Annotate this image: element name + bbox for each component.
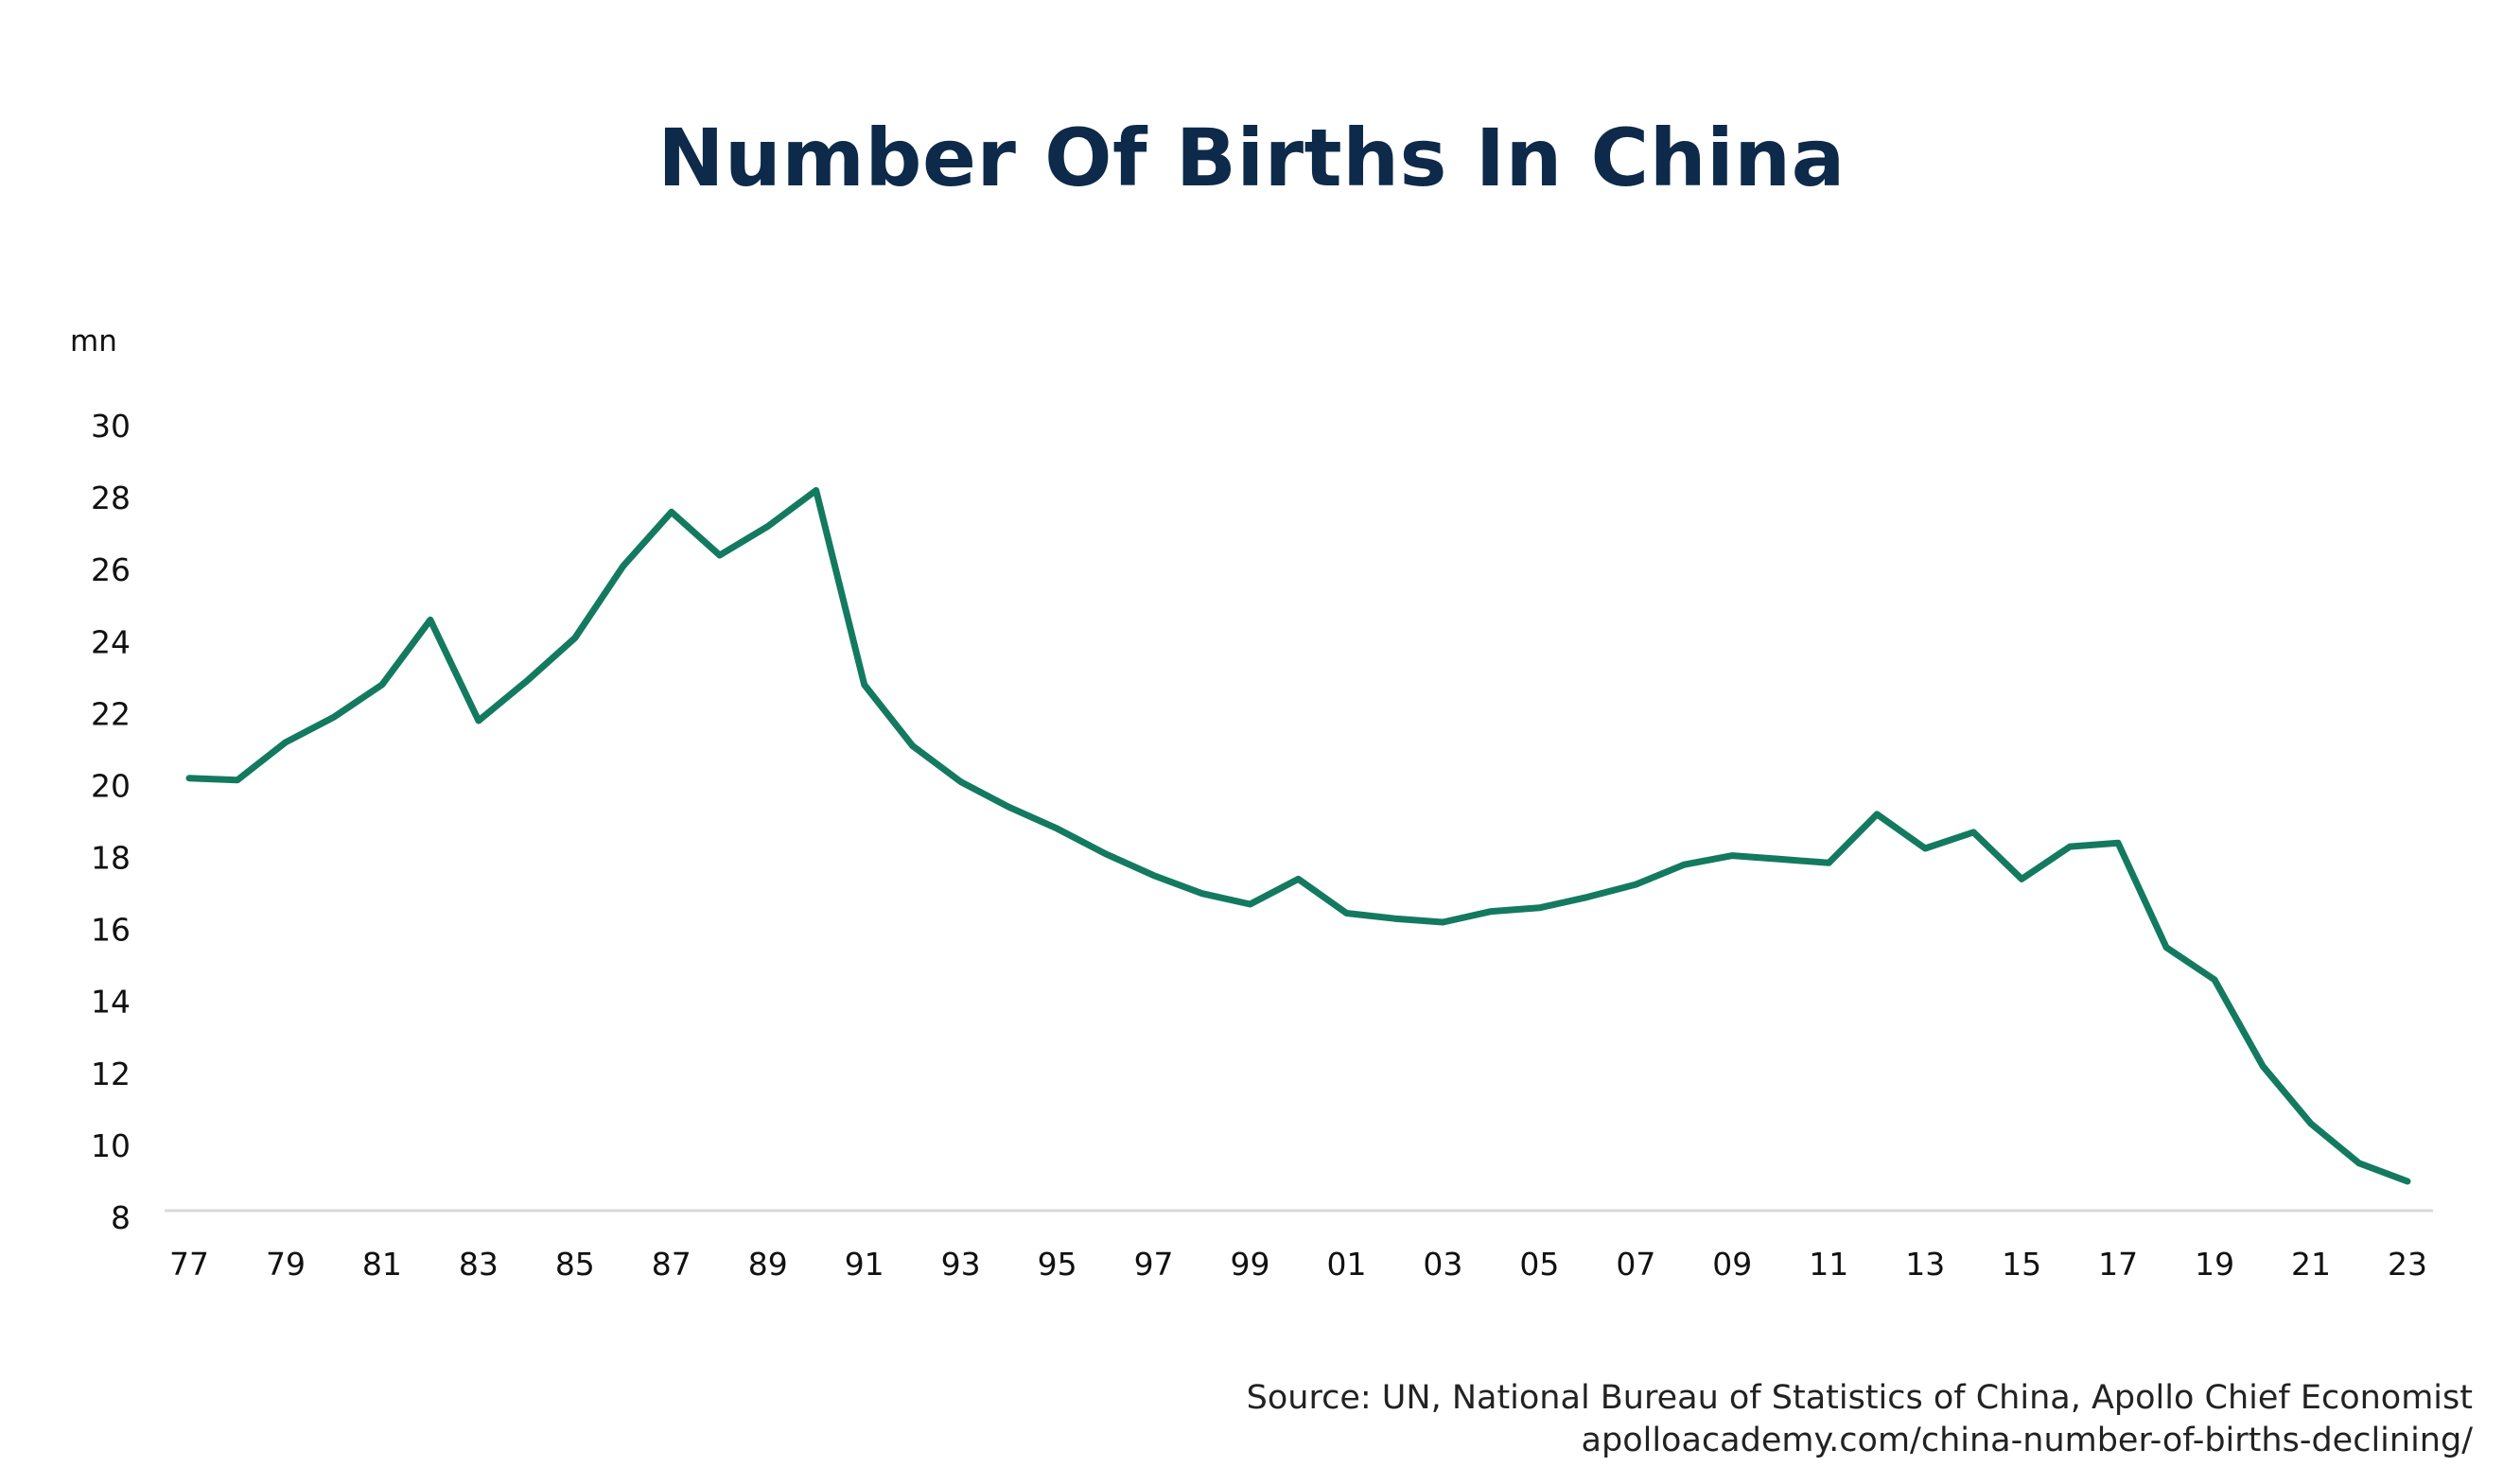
x-tick-label: 77 bbox=[169, 1246, 209, 1283]
x-tick-label: 81 bbox=[362, 1246, 402, 1283]
data-point bbox=[1343, 910, 1350, 917]
y-axis-tick-labels: 8 10 12 14 16 18 20 22 24 26 28 30 bbox=[91, 408, 131, 1236]
x-axis-tick-labels: 77 79 81 83 85 87 89 91 93 95 97 99 01 03 05 07 09 11 13 15… bbox=[169, 1246, 2427, 1283]
data-point bbox=[186, 775, 192, 781]
x-tick-label: 07 bbox=[1616, 1246, 1655, 1283]
data-point bbox=[2115, 840, 2122, 847]
data-point bbox=[2308, 1121, 2315, 1127]
y-tick-label: 22 bbox=[91, 695, 131, 732]
source-note: Source: UN, National Bureau of Statistic… bbox=[1246, 1379, 2473, 1417]
data-point bbox=[813, 487, 819, 494]
data-point bbox=[1633, 882, 1639, 888]
data-point bbox=[1247, 901, 1253, 908]
data-point bbox=[2356, 1160, 2363, 1166]
data-point bbox=[571, 635, 578, 641]
data-point bbox=[1681, 862, 1688, 868]
data-point bbox=[378, 681, 385, 688]
data-point bbox=[2212, 976, 2218, 983]
data-point bbox=[1488, 908, 1495, 915]
data-point bbox=[1102, 850, 1109, 857]
x-tick-label: 13 bbox=[1905, 1246, 1945, 1283]
x-tick-label: 19 bbox=[2195, 1246, 2234, 1283]
data-point bbox=[1199, 890, 1205, 897]
data-point bbox=[2163, 944, 2170, 951]
y-tick-label: 30 bbox=[91, 408, 131, 445]
data-point bbox=[330, 714, 337, 721]
data-point bbox=[234, 777, 240, 783]
x-tick-label: 91 bbox=[845, 1246, 884, 1283]
data-point bbox=[1826, 860, 1832, 866]
data-point bbox=[427, 617, 433, 623]
data-point bbox=[909, 742, 916, 749]
y-tick-label: 26 bbox=[91, 551, 131, 588]
data-point bbox=[1970, 829, 1977, 835]
data-point bbox=[668, 509, 674, 515]
data-point bbox=[1584, 894, 1591, 900]
data-point bbox=[1006, 804, 1012, 811]
data-point bbox=[523, 678, 530, 685]
x-tick-label: 79 bbox=[266, 1246, 306, 1283]
x-tick-label: 21 bbox=[2291, 1246, 2331, 1283]
x-tick-label: 99 bbox=[1231, 1246, 1270, 1283]
x-tick-label: 23 bbox=[2388, 1246, 2427, 1283]
y-tick-label: 20 bbox=[91, 767, 131, 804]
data-point bbox=[2405, 1178, 2410, 1184]
data-point bbox=[716, 551, 723, 558]
x-tick-label: 15 bbox=[2002, 1246, 2041, 1283]
y-tick-label: 28 bbox=[91, 480, 131, 516]
data-point bbox=[1295, 876, 1302, 882]
x-tick-label: 03 bbox=[1423, 1246, 1462, 1283]
x-tick-label: 05 bbox=[1519, 1246, 1559, 1283]
y-tick-label: 8 bbox=[111, 1199, 131, 1236]
data-point bbox=[2260, 1063, 2267, 1070]
x-tick-label: 17 bbox=[2098, 1246, 2138, 1283]
x-tick-label: 97 bbox=[1134, 1246, 1174, 1283]
x-tick-label: 95 bbox=[1038, 1246, 1077, 1283]
data-point bbox=[1440, 919, 1446, 926]
x-tick-label: 87 bbox=[652, 1246, 691, 1283]
data-point bbox=[1054, 826, 1060, 832]
y-tick-label: 24 bbox=[91, 623, 131, 660]
chart-title: Number Of Births In China bbox=[657, 112, 1846, 204]
data-point bbox=[957, 778, 964, 785]
data-points bbox=[186, 487, 2410, 1184]
data-point bbox=[1150, 872, 1157, 879]
source-url: apolloacademy.com/china-number-of-births… bbox=[1581, 1422, 2473, 1459]
data-point bbox=[1777, 856, 1784, 863]
series-line-births bbox=[185, 487, 2411, 1185]
y-tick-label: 16 bbox=[91, 912, 131, 949]
y-axis-unit-label: mn bbox=[70, 324, 117, 358]
data-point bbox=[475, 717, 481, 724]
x-tick-label: 09 bbox=[1712, 1246, 1752, 1283]
data-point bbox=[1874, 811, 1881, 817]
data-point bbox=[1729, 852, 1736, 859]
data-point bbox=[2067, 844, 2074, 850]
data-point bbox=[282, 739, 289, 745]
x-tick-label: 01 bbox=[1326, 1246, 1366, 1283]
data-point bbox=[764, 523, 771, 530]
data-point bbox=[2019, 876, 2025, 882]
y-tick-label: 10 bbox=[91, 1127, 131, 1164]
data-point bbox=[1536, 904, 1543, 911]
y-tick-label: 18 bbox=[91, 840, 131, 877]
x-tick-label: 85 bbox=[555, 1246, 595, 1283]
data-point bbox=[1922, 846, 1929, 852]
data-point bbox=[861, 681, 867, 688]
x-tick-label: 11 bbox=[1809, 1246, 1848, 1283]
data-point bbox=[620, 563, 626, 569]
x-tick-label: 83 bbox=[459, 1246, 499, 1283]
x-tick-label: 89 bbox=[748, 1246, 788, 1283]
y-tick-label: 12 bbox=[91, 1056, 131, 1092]
x-tick-label: 93 bbox=[941, 1246, 981, 1283]
y-tick-label: 14 bbox=[91, 984, 131, 1021]
data-point bbox=[1392, 916, 1398, 922]
